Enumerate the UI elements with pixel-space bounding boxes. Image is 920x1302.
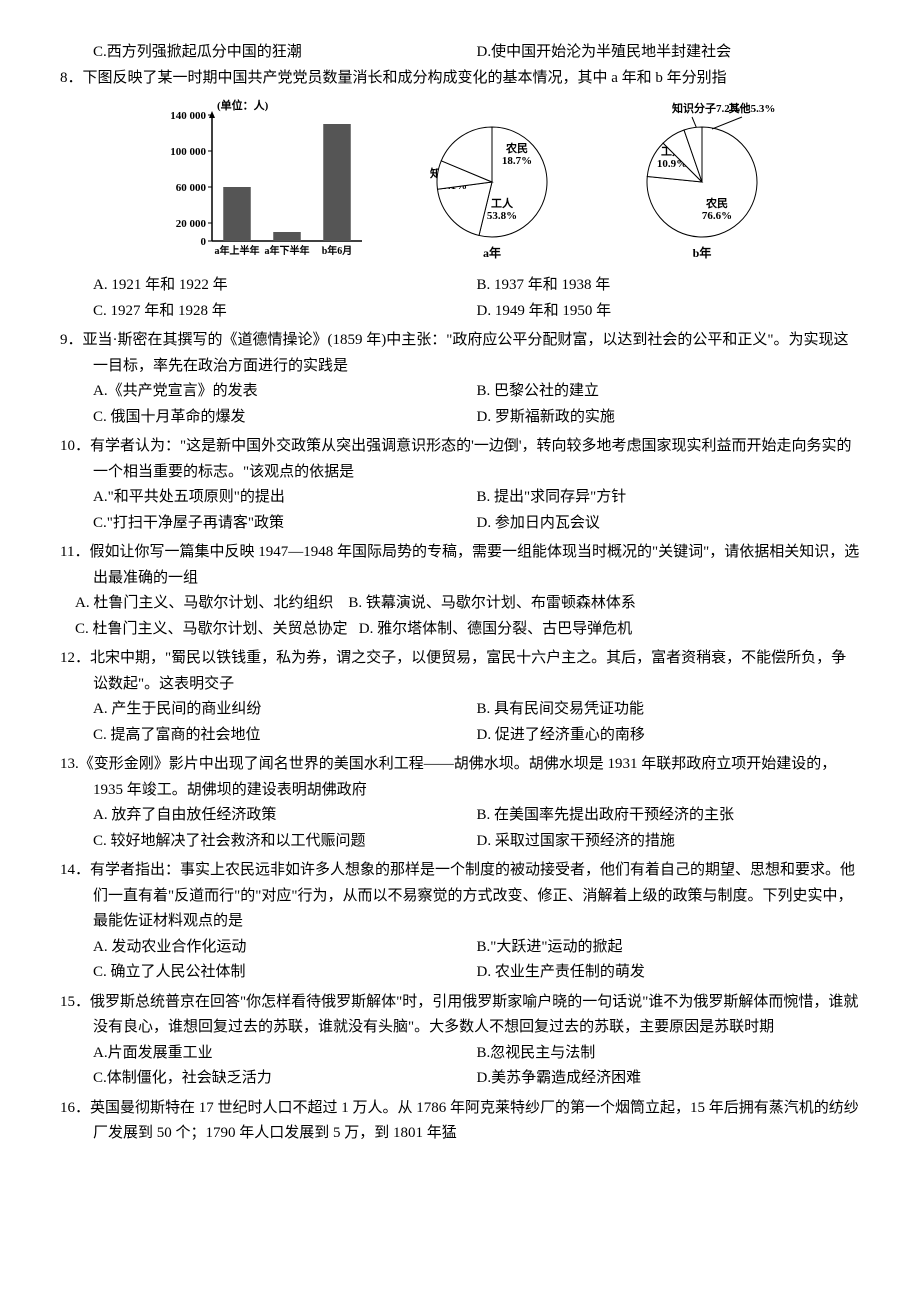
q12-opt-a: A. 产生于民间的商业纠纷: [93, 697, 477, 723]
q10-opt-b: B. 提出"求同存异"方针: [477, 485, 861, 511]
q9-options-ab: A.《共产党宣言》的发表 B. 巴黎公社的建立: [60, 379, 860, 405]
q13-opt-c: C. 较好地解决了社会救济和以工代赈问题: [93, 829, 477, 855]
q11-stem: 11．假如让你写一篇集中反映 1947—1948 年国际局势的专稿，需要一组能体…: [60, 540, 860, 591]
q11-options-cd: C. 杜鲁门主义、马歇尔计划、关贸总协定 D. 雅尔塔体制、德国分裂、古巴导弹危…: [60, 617, 860, 643]
q12-opt-c: C. 提高了富商的社会地位: [93, 723, 477, 749]
q14-opt-a: A. 发动农业合作化运动: [93, 935, 477, 961]
q9-opt-c: C. 俄国十月革命的爆发: [93, 405, 477, 431]
svg-text:其他5.3%: 其他5.3%: [728, 101, 775, 115]
svg-text:18.7%: 18.7%: [501, 155, 531, 167]
q15-opt-d: D.美苏争霸造成经济困难: [477, 1066, 861, 1092]
q14-opt-c: C. 确立了人民公社体制: [93, 960, 477, 986]
q15-options-cd: C.体制僵化，社会缺乏活力 D.美苏争霸造成经济困难: [60, 1066, 860, 1092]
q10-options-cd: C."打扫干净屋子再请客"政策 D. 参加日内瓦会议: [60, 511, 860, 537]
q9-options-cd: C. 俄国十月革命的爆发 D. 罗斯福新政的实施: [60, 405, 860, 431]
q8-options-cd: C. 1927 年和 1928 年 D. 1949 年和 1950 年: [60, 299, 860, 325]
svg-text:b年: b年: [692, 245, 711, 260]
q9-opt-a: A.《共产党宣言》的发表: [93, 379, 477, 405]
q14: 14．有学者指出：事实上农民远非如许多人想象的那样是一个制度的被动接受者，他们有…: [60, 858, 860, 986]
q13: 13.《变形金刚》影片中出现了闻名世界的美国水利工程——胡佛水坝。胡佛水坝是 1…: [60, 752, 860, 854]
q8-opt-a: A. 1921 年和 1922 年: [93, 273, 477, 299]
q8-opt-c: C. 1927 年和 1928 年: [93, 299, 477, 325]
q11-opt-c: C. 杜鲁门主义、马歇尔计划、关贸总协定: [75, 621, 348, 637]
q12-opt-d: D. 促进了经济重心的南移: [477, 723, 861, 749]
q8: 8．下图反映了某一时期中国共产党党员数量消长和成分构成变化的基本情况，其中 a …: [60, 66, 860, 325]
q14-stem: 14．有学者指出：事实上农民远非如许多人想象的那样是一个制度的被动接受者，他们有…: [60, 858, 860, 935]
svg-text:农民: 农民: [505, 141, 528, 155]
q13-opt-b: B. 在美国率先提出政府干预经济的主张: [477, 803, 861, 829]
q16: 16．英国曼彻斯特在 17 世纪时人口不超过 1 万人。从 1786 年阿克莱特…: [60, 1096, 860, 1147]
q9-opt-d: D. 罗斯福新政的实施: [477, 405, 861, 431]
svg-text:53.8%: 53.8%: [486, 210, 516, 222]
q12-options-ab: A. 产生于民间的商业纠纷 B. 具有民间交易凭证功能: [60, 697, 860, 723]
q15-opt-b: B.忽视民主与法制: [477, 1041, 861, 1067]
q8-opt-d: D. 1949 年和 1950 年: [477, 299, 861, 325]
q12-opt-b: B. 具有民间交易凭证功能: [477, 697, 861, 723]
q15-stem: 15．俄罗斯总统普京在回答"你怎样看待俄罗斯解体"时，引用俄罗斯家喻户晓的一句话…: [60, 990, 860, 1041]
svg-text:0: 0: [200, 236, 206, 248]
q13-stem: 13.《变形金刚》影片中出现了闻名世界的美国水利工程——胡佛水坝。胡佛水坝是 1…: [60, 752, 860, 803]
svg-text:a年下半年: a年下半年: [264, 244, 309, 257]
svg-text:20 000: 20 000: [175, 218, 206, 230]
q13-options-ab: A. 放弃了自由放任经济政策 B. 在美国率先提出政府干预经济的主张: [60, 803, 860, 829]
q14-options-ab: A. 发动农业合作化运动 B."大跃进"运动的掀起: [60, 935, 860, 961]
q8-options-ab: A. 1921 年和 1922 年 B. 1937 年和 1938 年: [60, 273, 860, 299]
bar-chart: (单位：人) 140 000 100 000 60 000 20 000 0 a年上半年 a年…: [152, 97, 372, 267]
q11-opt-d: D. 雅尔塔体制、德国分裂、古巴导弹危机: [359, 621, 632, 637]
svg-text:100 000: 100 000: [170, 146, 206, 158]
q13-opt-d: D. 采取过国家干预经济的措施: [477, 829, 861, 855]
q10-opt-a: A."和平共处五项原则"的提出: [93, 485, 477, 511]
q10: 10．有学者认为："这是新中国外交政策从突出强调意识形态的'一边倒'，转向较多地…: [60, 434, 860, 536]
q15-opt-c: C.体制僵化，社会缺乏活力: [93, 1066, 477, 1092]
q9-opt-b: B. 巴黎公社的建立: [477, 379, 861, 405]
q12-stem: 12．北宋中期，"蜀民以铁钱重，私为券，谓之交子，以便贸易，富民十六户主之。其后…: [60, 646, 860, 697]
q15-options-ab: A.片面发展重工业 B.忽视民主与法制: [60, 1041, 860, 1067]
q10-options-ab: A."和平共处五项原则"的提出 B. 提出"求同存异"方针: [60, 485, 860, 511]
q12: 12．北宋中期，"蜀民以铁钱重，私为券，谓之交子，以便贸易，富民十六户主之。其后…: [60, 646, 860, 748]
svg-text:a年: a年: [482, 245, 500, 260]
q9-stem: 9．亚当·斯密在其撰写的《道德情操论》(1859 年)中主张："政府应公平分配财…: [60, 328, 860, 379]
q12-options-cd: C. 提高了富商的社会地位 D. 促进了经济重心的南移: [60, 723, 860, 749]
q15-opt-a: A.片面发展重工业: [93, 1041, 477, 1067]
q14-opt-b: B."大跃进"运动的掀起: [477, 935, 861, 961]
q10-opt-c: C."打扫干净屋子再请客"政策: [93, 511, 477, 537]
svg-text:60 000: 60 000: [175, 182, 206, 194]
q14-options-cd: C. 确立了人民公社体制 D. 农业生产责任制的萌发: [60, 960, 860, 986]
svg-text:b年6月: b年6月: [321, 244, 352, 257]
q8-opt-b: B. 1937 年和 1938 年: [477, 273, 861, 299]
q14-opt-d: D. 农业生产责任制的萌发: [477, 960, 861, 986]
q8-charts: (单位：人) 140 000 100 000 60 000 20 000 0 a年上半年 a年…: [60, 97, 860, 267]
svg-text:a年上半年: a年上半年: [214, 244, 259, 257]
pie-chart-a: 工人53.8%知识分子19.1%其他8.4%农民18.7%a年: [392, 97, 582, 267]
q11: 11．假如让你写一篇集中反映 1947—1948 年国际局势的专稿，需要一组能体…: [60, 540, 860, 642]
svg-text:农民: 农民: [705, 196, 728, 210]
q8-stem: 8．下图反映了某一时期中国共产党党员数量消长和成分构成变化的基本情况，其中 a …: [60, 66, 860, 92]
q13-options-cd: C. 较好地解决了社会救济和以工代赈问题 D. 采取过国家干预经济的措施: [60, 829, 860, 855]
svg-text:76.6%: 76.6%: [701, 210, 731, 222]
q11-opt-a: A. 杜鲁门主义、马歇尔计划、北约组织: [75, 595, 333, 611]
q7-opt-d: D.使中国开始沦为半殖民地半封建社会: [477, 40, 861, 66]
q11-opt-b: B. 铁幕演说、马歇尔计划、布雷顿森林体系: [348, 595, 636, 611]
svg-text:(单位：人): (单位：人): [217, 98, 269, 112]
svg-text:140 000: 140 000: [170, 110, 206, 122]
svg-text:工人: 工人: [491, 196, 514, 210]
q7-options-cd: C.西方列强掀起瓜分中国的狂潮 D.使中国开始沦为半殖民地半封建社会: [60, 40, 860, 66]
pie-chart-b: 农民76.6%工人10.9%知识分子7.2%其他5.3%b年: [602, 97, 802, 267]
q10-opt-d: D. 参加日内瓦会议: [477, 511, 861, 537]
q10-stem: 10．有学者认为："这是新中国外交政策从突出强调意识形态的'一边倒'，转向较多地…: [60, 434, 860, 485]
q15: 15．俄罗斯总统普京在回答"你怎样看待俄罗斯解体"时，引用俄罗斯家喻户晓的一句话…: [60, 990, 860, 1092]
q9: 9．亚当·斯密在其撰写的《道德情操论》(1859 年)中主张："政府应公平分配财…: [60, 328, 860, 430]
q16-stem: 16．英国曼彻斯特在 17 世纪时人口不超过 1 万人。从 1786 年阿克莱特…: [60, 1096, 860, 1147]
q13-opt-a: A. 放弃了自由放任经济政策: [93, 803, 477, 829]
q7-opt-c: C.西方列强掀起瓜分中国的狂潮: [93, 40, 477, 66]
q11-options-ab: A. 杜鲁门主义、马歇尔计划、北约组织 B. 铁幕演说、马歇尔计划、布雷顿森林体…: [60, 591, 860, 617]
